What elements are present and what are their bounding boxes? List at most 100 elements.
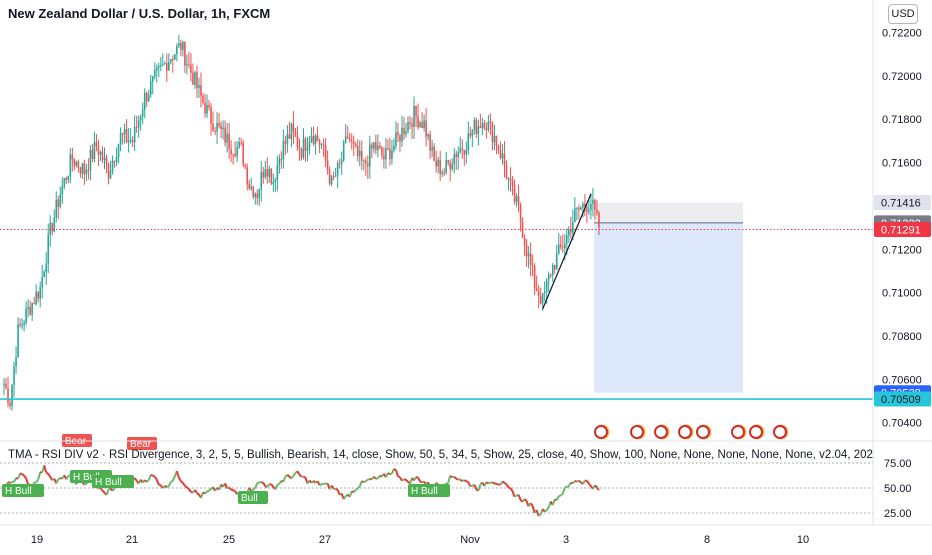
candle-body	[363, 160, 365, 161]
candle-body	[275, 180, 277, 182]
candle-body	[508, 178, 510, 179]
candle-body	[435, 161, 437, 167]
candle-body	[466, 150, 468, 154]
candle-body	[146, 93, 148, 101]
candle-body	[429, 134, 431, 150]
event-flag	[750, 426, 762, 438]
candle-body	[252, 187, 254, 197]
candle-body	[474, 120, 476, 130]
candle-body	[423, 120, 425, 128]
candle-body	[580, 208, 582, 210]
y-tick-label: 0.70400	[882, 418, 922, 430]
candle-body	[240, 142, 242, 143]
x-tick-label: 3	[563, 534, 569, 546]
event-flag	[679, 426, 691, 438]
candle-body	[530, 254, 532, 265]
candle-body	[19, 324, 21, 325]
candle-body	[172, 59, 174, 60]
candle-body	[496, 136, 498, 146]
candle-body	[317, 135, 319, 141]
rsi-segment	[24, 476, 26, 479]
indicator-legend[interactable]: TMA - RSI DIV v2 · RSI Divergence, 3, 2,…	[8, 449, 874, 461]
candle-body	[393, 146, 395, 151]
event-flag-icon	[731, 424, 747, 440]
candle-body	[47, 235, 49, 264]
bull-divergence-label: H Bull	[92, 475, 134, 488]
candle-body	[291, 124, 293, 139]
candle-body	[427, 134, 429, 136]
rsi-segment	[287, 475, 289, 477]
candle-body	[184, 42, 186, 66]
candle-body	[592, 200, 594, 204]
candle-body	[17, 324, 19, 357]
rsi-segment	[557, 496, 559, 500]
rsi-segment	[207, 491, 209, 492]
candle-body	[76, 162, 78, 166]
candlestick-series	[3, 35, 600, 410]
candle-body	[194, 72, 196, 84]
candle-body	[480, 126, 482, 128]
rsi-segment	[402, 479, 404, 480]
candle-body	[441, 173, 443, 175]
rsi-segment	[291, 476, 293, 479]
candle-body	[27, 307, 29, 309]
candle-body	[311, 136, 313, 142]
candle-body	[576, 208, 578, 209]
rsi-segment	[478, 484, 480, 490]
candle-body	[470, 134, 472, 136]
candle-body	[168, 62, 170, 71]
candle-body	[222, 128, 224, 129]
candle-body	[445, 160, 447, 173]
rsi-segment	[364, 481, 366, 482]
candle-body	[61, 186, 63, 194]
candle-body	[244, 165, 246, 167]
rsi-segment	[44, 465, 46, 472]
candle-body	[407, 122, 409, 131]
candle-body	[516, 196, 518, 202]
y-tick-label: 0.71800	[882, 114, 922, 126]
candle-body	[341, 160, 343, 163]
rsi-segment	[251, 490, 253, 491]
rsi-segment	[446, 483, 448, 484]
candle-body	[39, 287, 41, 298]
candle-body	[142, 110, 144, 117]
candle-body	[208, 105, 210, 107]
rsi-segment	[406, 480, 408, 482]
candle-body	[500, 150, 502, 158]
event-flag	[697, 426, 709, 438]
rsi-segment	[595, 485, 597, 487]
rsi-segment	[181, 481, 183, 483]
rsi-segment	[474, 485, 476, 490]
rsi-segment	[159, 485, 161, 486]
short-position-tool[interactable]	[594, 202, 743, 392]
candle-body	[11, 385, 13, 406]
candle-body	[277, 165, 279, 180]
rsi-segment	[100, 488, 102, 491]
trend-line	[543, 194, 591, 309]
candle-body	[528, 254, 530, 257]
currency-button[interactable]: USD	[888, 4, 918, 24]
candle-body	[88, 170, 90, 171]
candle-body	[70, 155, 72, 177]
candle-body	[552, 265, 554, 275]
candle-body	[403, 128, 405, 134]
rsi-segment	[515, 495, 517, 496]
candle-body	[170, 59, 172, 62]
stop-zone	[594, 202, 743, 222]
rsi-segment	[573, 481, 575, 483]
economic-events[interactable]	[594, 424, 789, 440]
candle-body	[578, 208, 580, 210]
candle-body	[174, 54, 176, 60]
candle-body	[269, 169, 271, 177]
event-flag-icon	[630, 424, 646, 440]
candle-body	[461, 148, 463, 150]
rsi-segment	[167, 486, 169, 487]
candle-body	[343, 143, 345, 161]
candle-body	[411, 124, 413, 127]
rsi-segment	[502, 481, 504, 483]
candle-body	[265, 169, 267, 177]
rsi-segment	[504, 483, 506, 484]
candle-body	[31, 303, 33, 315]
